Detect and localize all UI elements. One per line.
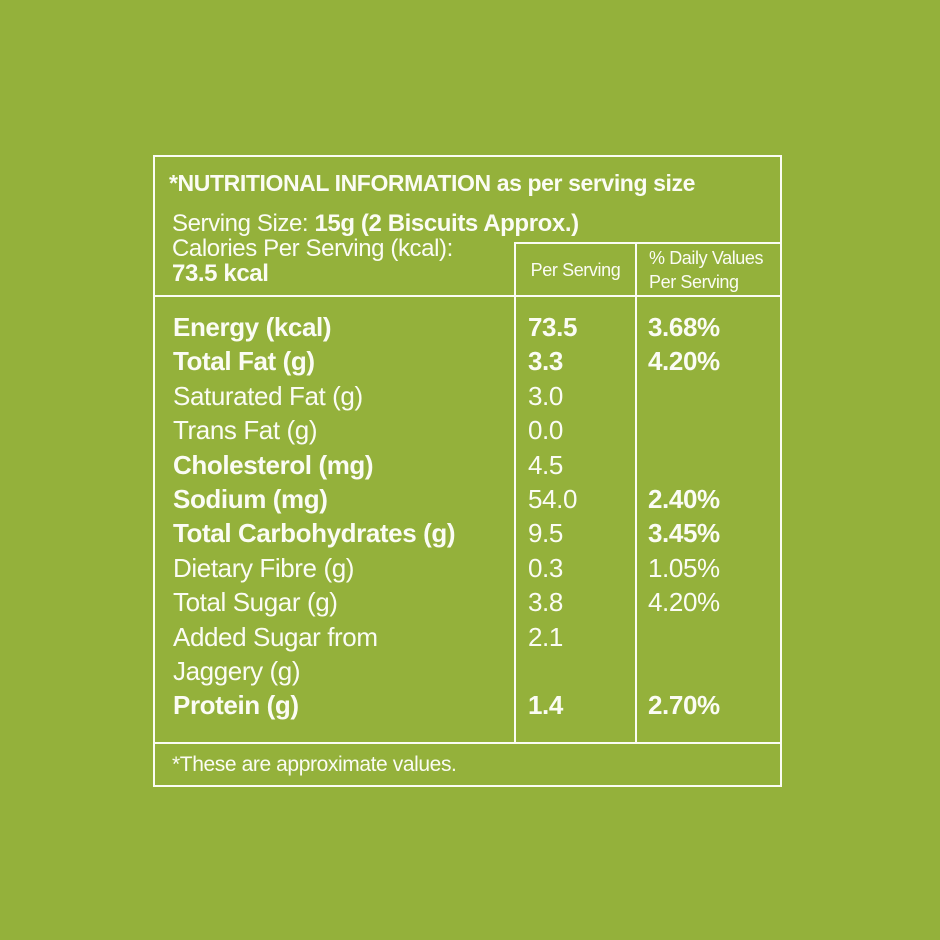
column-header-per-serving: Per Serving	[530, 259, 621, 280]
table-footer: *These are approximate values.	[155, 742, 780, 785]
row-added-sugar-dv	[637, 620, 780, 689]
row-added-sugar-value: 2.1	[528, 621, 563, 652]
table-header: *NUTRITIONAL INFORMATION as per serving …	[155, 157, 780, 297]
row-total-fat-value: 3.3	[528, 346, 563, 377]
row-sodium-value: 54.0	[528, 484, 578, 515]
row-saturated-fat-dv	[637, 379, 780, 413]
nutrition-information-table: *NUTRITIONAL INFORMATION as per serving …	[153, 155, 782, 787]
row-total-sugar-value: 3.8	[528, 587, 563, 618]
row-total-carbohydrates-dv: 3.45%	[648, 518, 720, 549]
row-added-sugar-label: Added Sugar from Jaggery (g)	[173, 621, 378, 687]
column-headers: Per Serving % Daily Values Per Serving	[514, 242, 780, 295]
row-trans-fat-dv	[637, 413, 780, 447]
row-cholesterol-value: 4.5	[528, 449, 563, 480]
column-header-daily-values: % Daily Values Per Serving	[635, 244, 780, 295]
row-total-sugar-dv: 4.20%	[648, 587, 720, 618]
row-saturated-fat-value: 3.0	[528, 380, 563, 411]
table-body: Energy (kcal) 73.5 3.68% Total Fat (g) 3…	[155, 297, 780, 742]
row-dietary-fibre-dv: 1.05%	[648, 552, 720, 583]
row-saturated-fat-label: Saturated Fat (g)	[173, 380, 363, 411]
row-dietary-fibre-label: Dietary Fibre (g)	[173, 552, 355, 583]
row-energy-label: Energy (kcal)	[173, 312, 332, 342]
row-sodium-dv: 2.40%	[648, 484, 720, 515]
approximate-values-note: *These are approximate values.	[172, 752, 457, 776]
row-total-fat-label: Total Fat (g)	[173, 346, 315, 377]
row-energy-dv: 3.68%	[648, 312, 720, 342]
row-trans-fat-label: Trans Fat (g)	[173, 415, 318, 446]
serving-info: Serving Size: 15g (2 Biscuits Approx.) C…	[172, 211, 780, 286]
row-protein-label: Protein (g)	[173, 690, 299, 721]
nutrient-rows: Energy (kcal) 73.5 3.68% Total Fat (g) 3…	[155, 297, 780, 723]
column-divider-1	[514, 297, 516, 742]
row-protein-dv: 2.70%	[648, 690, 720, 721]
row-sodium-label: Sodium (mg)	[173, 484, 328, 515]
row-protein-value: 1.4	[528, 690, 563, 721]
serving-size-value: 15g (2 Biscuits Approx.)	[314, 210, 579, 237]
row-trans-fat-value: 0.0	[528, 415, 563, 446]
nutrition-title: *NUTRITIONAL INFORMATION as per serving …	[169, 170, 695, 196]
row-total-sugar-label: Total Sugar (g)	[173, 587, 338, 618]
row-total-carbohydrates-value: 9.5	[528, 518, 563, 549]
serving-size-label: Serving Size:	[172, 210, 315, 237]
row-cholesterol-label: Cholesterol (mg)	[173, 449, 374, 480]
serving-size-line: Serving Size: 15g (2 Biscuits Approx.)	[172, 211, 780, 236]
row-dietary-fibre-value: 0.3	[528, 552, 563, 583]
row-total-carbohydrates-label: Total Carbohydrates (g)	[173, 518, 456, 549]
row-total-fat-dv: 4.20%	[648, 346, 720, 377]
row-cholesterol-dv	[637, 448, 780, 482]
row-energy-value: 73.5	[528, 312, 578, 342]
column-divider-2	[635, 297, 637, 742]
calories-label: Calories Per Serving (kcal):	[172, 235, 453, 262]
calories-value: 73.5 kcal	[172, 260, 269, 287]
